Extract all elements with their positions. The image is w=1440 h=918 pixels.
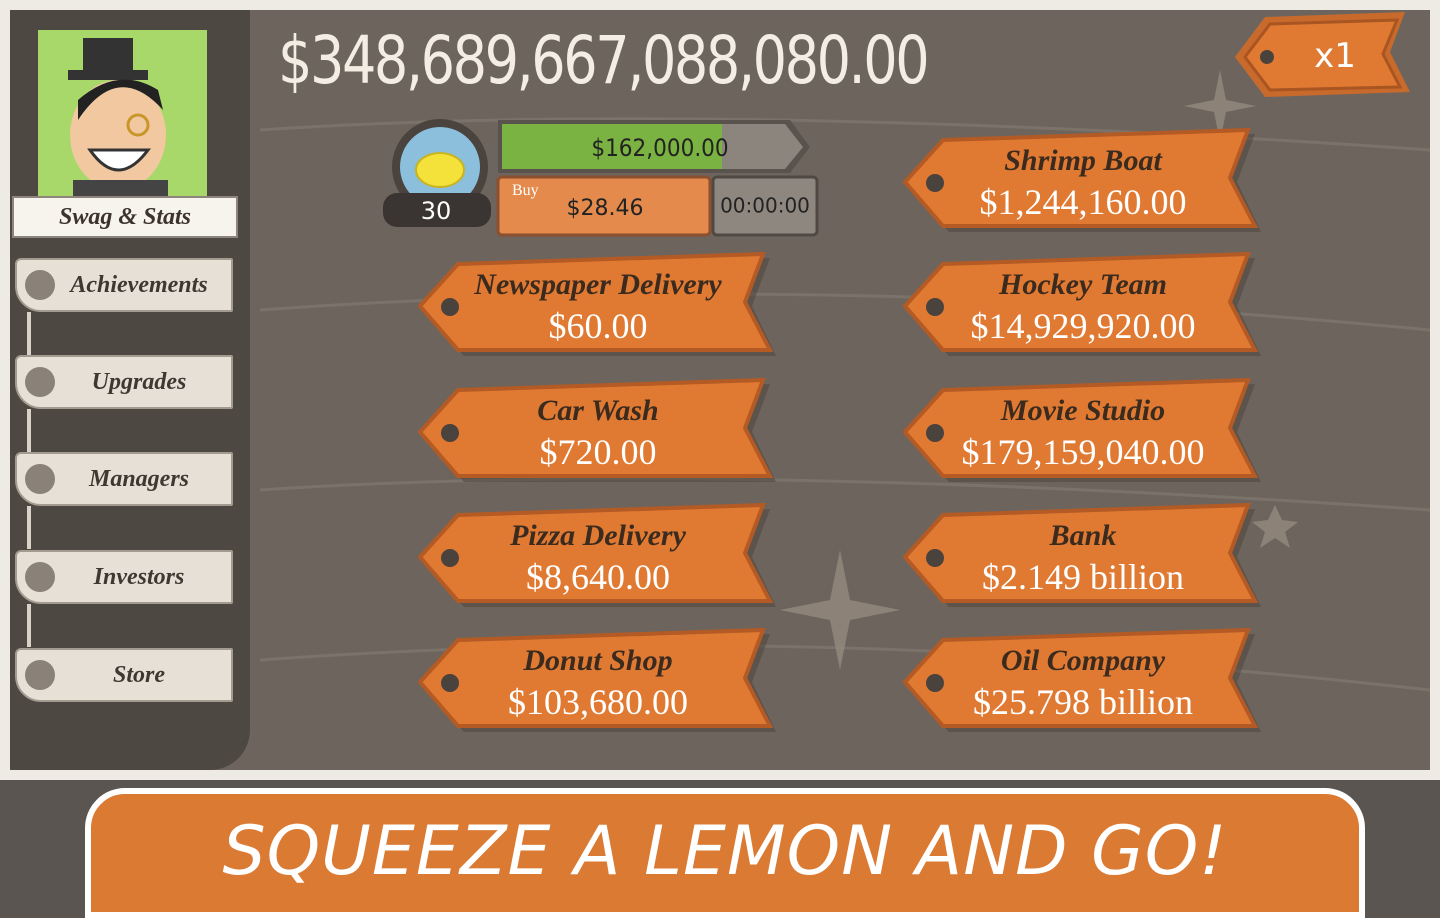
business-name: Bank — [1049, 519, 1117, 552]
business-price: $25.798 billion — [973, 682, 1193, 722]
tag-hole — [926, 298, 944, 316]
tag-body — [418, 628, 774, 728]
business-price: $179,159,040.00 — [962, 432, 1205, 472]
avatar[interactable] — [38, 30, 207, 200]
tag-hole — [441, 549, 459, 567]
business-price: $60.00 — [549, 306, 648, 346]
lemon-icon[interactable] — [415, 152, 465, 188]
profile-ribbon[interactable]: Swag & Stats — [12, 196, 238, 238]
menu-item[interactable]: Investors — [15, 550, 233, 604]
tag-body — [903, 378, 1259, 478]
business-name: Movie Studio — [1000, 394, 1165, 427]
lemonade-stand: 30 $162,000.00 Buy $28.46 00:00:00 — [383, 119, 819, 237]
tag-hole — [441, 674, 459, 692]
business-tag[interactable]: Donut Shop $103,680.00 — [418, 628, 778, 732]
buy-price: $28.46 — [567, 196, 644, 221]
menu-connector — [27, 506, 31, 549]
menu-connector — [27, 312, 31, 355]
multiplier-button[interactable]: x1 — [1225, 12, 1415, 97]
business-tag[interactable]: Shrimp Boat $1,244,160.00 — [903, 128, 1263, 232]
buy-label: Buy — [512, 182, 539, 199]
menu-item[interactable]: Upgrades — [15, 355, 233, 409]
business-name: Hockey Team — [998, 268, 1167, 301]
business-tag[interactable]: Car Wash $720.00 — [418, 378, 778, 482]
tag-hole — [926, 174, 944, 192]
tag-body — [418, 378, 774, 478]
menu-item[interactable]: Store — [15, 648, 233, 702]
menu-connector — [27, 604, 31, 647]
buy-button[interactable] — [496, 175, 712, 237]
tag-hole — [926, 424, 944, 442]
tag-body — [903, 128, 1259, 228]
business-name: Car Wash — [537, 394, 658, 427]
money-total: $348,689,667,088,080.00 — [278, 22, 930, 99]
business-price: $2.149 billion — [982, 557, 1184, 597]
business-tag[interactable]: Newspaper Delivery $60.00 — [418, 252, 778, 356]
progress-value: $162,000.00 — [591, 134, 728, 162]
tag-body — [418, 252, 774, 352]
tag-body — [903, 628, 1259, 728]
business-tag[interactable]: Pizza Delivery $8,640.00 — [418, 503, 778, 607]
business-price: $1,244,160.00 — [980, 182, 1187, 222]
menu-item[interactable]: Achievements — [15, 258, 233, 312]
tag-hole — [441, 424, 459, 442]
owned-count: 30 — [421, 197, 452, 225]
multiplier-label: x1 — [1314, 36, 1356, 76]
business-price: $720.00 — [540, 432, 657, 472]
menu-item[interactable]: Managers — [15, 452, 233, 506]
tag-body — [418, 503, 774, 603]
business-price: $14,929,920.00 — [971, 306, 1196, 346]
business-tag[interactable]: Movie Studio $179,159,040.00 — [903, 378, 1263, 482]
tag-body — [903, 503, 1259, 603]
business-name: Donut Shop — [522, 644, 672, 677]
business-tag[interactable]: Oil Company $25.798 billion — [903, 628, 1263, 732]
business-price: $8,640.00 — [526, 557, 670, 597]
business-price: $103,680.00 — [508, 682, 688, 722]
business-name: Newspaper Delivery — [473, 268, 722, 301]
tag-hole — [926, 674, 944, 692]
business-name: Shrimp Boat — [1004, 144, 1163, 177]
banner-text: SQUEEZE A LEMON AND GO! — [222, 812, 1228, 891]
promo-banner: SQUEEZE A LEMON AND GO! — [85, 788, 1365, 918]
business-name: Oil Company — [1001, 644, 1166, 677]
tag-hole — [926, 549, 944, 567]
business-tag[interactable]: Bank $2.149 billion — [903, 503, 1263, 607]
avatar-art — [68, 38, 168, 200]
timer: 00:00:00 — [720, 194, 810, 218]
business-name: Pizza Delivery — [509, 519, 686, 552]
business-tag[interactable]: Hockey Team $14,929,920.00 — [903, 252, 1263, 356]
menu-connector — [27, 409, 31, 452]
tag-hole — [441, 298, 459, 316]
tag-body — [903, 252, 1259, 352]
